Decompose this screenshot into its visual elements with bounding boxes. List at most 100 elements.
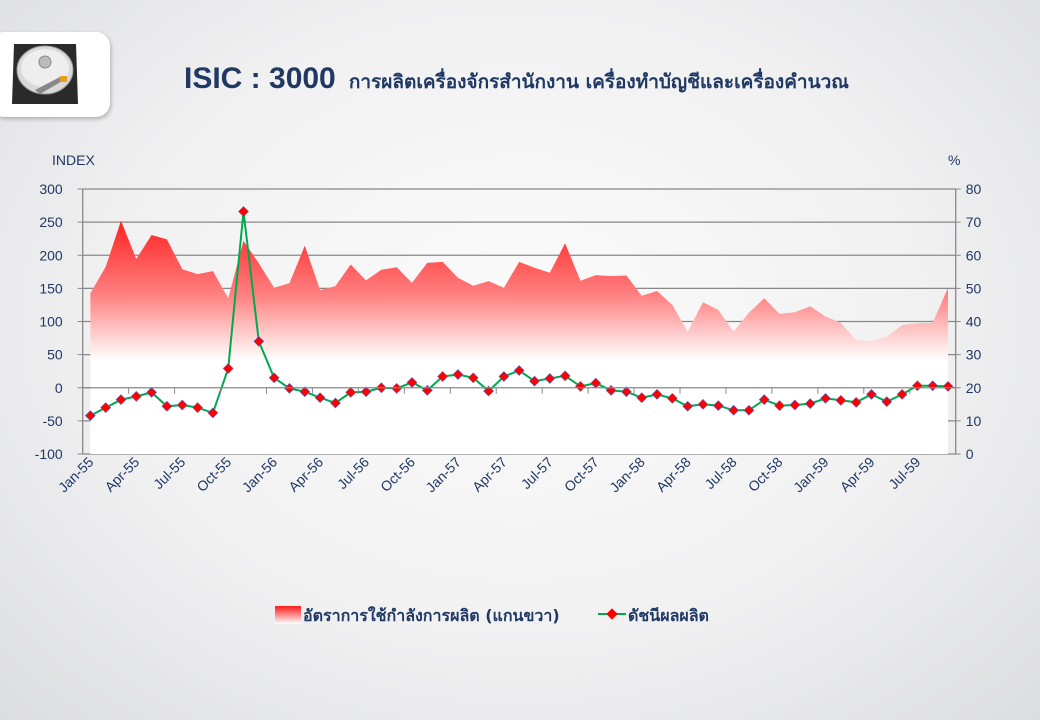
production-index-point bbox=[268, 372, 280, 384]
logo-card bbox=[0, 32, 110, 117]
x-tick-label: Jan-57 bbox=[422, 454, 464, 496]
production-index-point bbox=[345, 387, 357, 398]
x-tick-label: Apr-57 bbox=[469, 454, 510, 495]
production-index-point bbox=[330, 397, 341, 409]
production-index-point bbox=[100, 402, 112, 413]
x-tick-label: Oct-57 bbox=[561, 454, 602, 495]
x-tick-label: Jul-56 bbox=[334, 454, 372, 492]
production-index-point bbox=[284, 383, 295, 394]
production-index-point bbox=[636, 392, 648, 404]
production-index-point bbox=[207, 407, 219, 419]
x-tick-label: Jan-59 bbox=[790, 454, 832, 496]
x-tick-label: Jan-56 bbox=[239, 454, 281, 496]
left-tick-label: 0 bbox=[55, 380, 63, 396]
production-index-point bbox=[437, 371, 448, 382]
production-index-point bbox=[161, 400, 173, 412]
x-tick-label: Jan-58 bbox=[606, 454, 648, 496]
left-tick-label: -100 bbox=[35, 446, 63, 462]
legend-index-label: ดัชนีผลผลิต bbox=[628, 606, 709, 625]
right-axis-label: % bbox=[948, 152, 960, 168]
production-index-point bbox=[942, 381, 954, 392]
legend-marker bbox=[606, 608, 618, 620]
x-tick-label: Jul-55 bbox=[150, 454, 188, 492]
production-index-point bbox=[176, 399, 188, 411]
title-description: การผลิตเครื่องจักรสำนักงาน เครื่องทำบัญช… bbox=[348, 71, 849, 93]
left-tick-label: 100 bbox=[39, 314, 63, 330]
production-index-point bbox=[758, 394, 770, 406]
production-index-point bbox=[697, 398, 709, 410]
production-index-point bbox=[866, 389, 877, 400]
right-tick-label: 20 bbox=[966, 380, 982, 396]
right-tick-label: 10 bbox=[966, 413, 982, 429]
production-index-point bbox=[544, 373, 556, 384]
production-index-point bbox=[743, 404, 755, 416]
left-tick-label: 50 bbox=[47, 347, 63, 363]
left-tick-label: 150 bbox=[39, 280, 63, 296]
production-index-point bbox=[253, 336, 265, 347]
x-tick-label: Oct-55 bbox=[193, 454, 234, 495]
x-tick-label: Apr-56 bbox=[285, 454, 326, 495]
production-index-point bbox=[559, 370, 571, 382]
right-tick-label: 50 bbox=[966, 280, 982, 296]
page-title: ISIC : 3000 การผลิตเครื่องจักรสำนักงาน เ… bbox=[184, 62, 849, 97]
x-tick-label: Apr-59 bbox=[837, 454, 878, 495]
legend-area-swatch bbox=[275, 606, 301, 624]
production-index-point bbox=[575, 381, 586, 392]
isic-code: ISIC : 3000 bbox=[184, 62, 336, 95]
production-index-point bbox=[728, 404, 739, 416]
production-index-point bbox=[130, 390, 142, 402]
right-tick-label: 80 bbox=[966, 181, 982, 197]
production-index-point bbox=[146, 387, 157, 398]
production-index-point bbox=[896, 389, 908, 400]
production-index-point bbox=[84, 410, 96, 421]
production-index-point bbox=[774, 400, 785, 412]
right-tick-label: 60 bbox=[966, 247, 982, 263]
production-index-point bbox=[820, 392, 831, 404]
left-tick-label: 200 bbox=[39, 247, 63, 263]
production-index-point bbox=[835, 394, 847, 406]
legend-capacity-label: อัตราการใช้กำลังการผลิต (แกนขวา) bbox=[303, 606, 560, 625]
production-index-point bbox=[452, 369, 464, 380]
x-tick-label: Jul-58 bbox=[701, 454, 739, 492]
production-index-point bbox=[222, 363, 234, 374]
production-index-point bbox=[498, 371, 510, 382]
production-index-point bbox=[651, 389, 663, 400]
right-tick-label: 40 bbox=[966, 314, 982, 330]
production-index-point bbox=[850, 396, 862, 408]
x-tick-label: Apr-58 bbox=[653, 454, 694, 495]
production-index-point bbox=[590, 377, 602, 389]
production-index-point bbox=[192, 402, 203, 413]
left-tick-label: -50 bbox=[42, 413, 62, 429]
production-index-point bbox=[666, 392, 678, 404]
x-tick-label: Oct-58 bbox=[745, 454, 786, 495]
production-index-point bbox=[238, 206, 249, 217]
production-index-point bbox=[115, 394, 127, 406]
production-index-point bbox=[483, 385, 494, 397]
left-tick-label: 300 bbox=[39, 181, 63, 197]
right-tick-label: 70 bbox=[966, 214, 982, 230]
right-tick-label: 30 bbox=[966, 347, 982, 363]
production-index-point bbox=[391, 383, 403, 394]
legend: อัตราการใช้กำลังการผลิต (แกนขวา) ดัชนีผล… bbox=[275, 606, 709, 625]
left-axis-label: INDEX bbox=[52, 152, 95, 168]
x-tick-label: Oct-56 bbox=[377, 454, 418, 495]
production-index-point bbox=[529, 375, 540, 387]
left-tick-label: 250 bbox=[39, 214, 63, 230]
production-index-point bbox=[621, 386, 632, 398]
production-index-point bbox=[467, 372, 479, 384]
production-index-point bbox=[682, 400, 694, 412]
x-tick-label: Jul-57 bbox=[518, 454, 556, 492]
production-index-point bbox=[804, 398, 816, 410]
right-tick-label: 0 bbox=[966, 446, 974, 462]
production-index-point bbox=[314, 392, 326, 404]
production-index-point bbox=[406, 377, 418, 388]
production-index-point bbox=[712, 400, 724, 412]
production-index-point bbox=[299, 386, 311, 398]
production-index-point bbox=[789, 399, 801, 411]
hard-drive-icon bbox=[12, 44, 78, 104]
production-index-point bbox=[881, 396, 893, 408]
production-index-point bbox=[513, 365, 525, 376]
x-tick-label: Jul-59 bbox=[885, 454, 923, 492]
production-index-point bbox=[360, 386, 372, 398]
x-tick-label: Apr-55 bbox=[101, 454, 142, 495]
